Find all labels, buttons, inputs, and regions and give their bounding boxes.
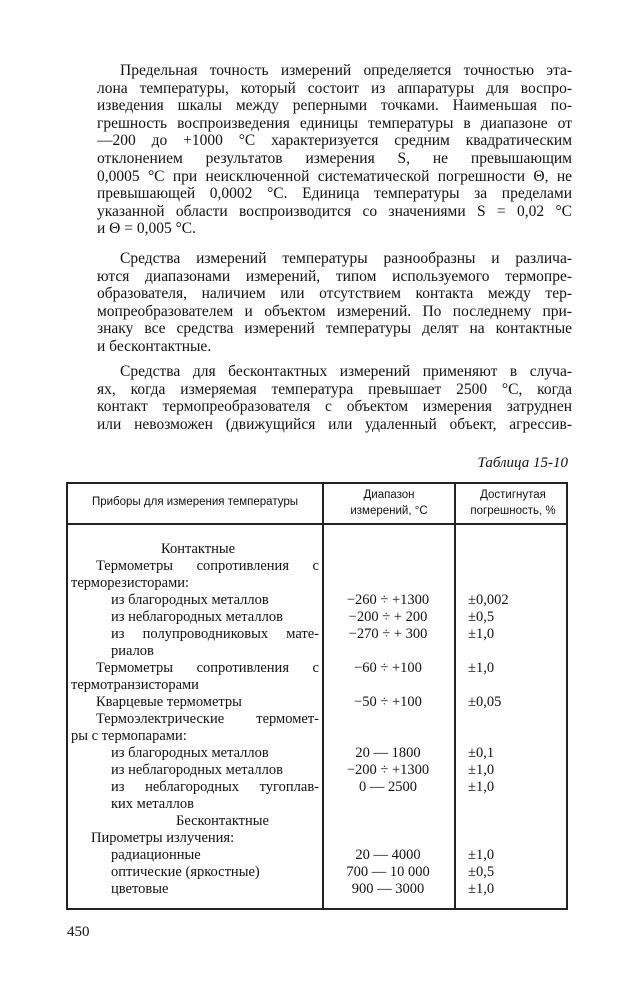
text-line: Средства измерений температуры разнообра… <box>120 250 572 267</box>
text-line: грешность воспроизведения единицы темпер… <box>97 114 572 132</box>
row-instrument: радиационные <box>111 847 201 863</box>
row-range: −200 ÷ +1300 <box>346 762 430 778</box>
header-error: Достигнутая погрешность, % <box>470 489 556 517</box>
row-instrument: риалов <box>111 643 154 659</box>
row-instrument: ких металлов <box>111 796 194 812</box>
text-line: лона температуры, который состоит из апп… <box>97 79 572 97</box>
header-divider <box>68 523 566 525</box>
row-instrument: оптические (яркостные) <box>111 864 260 880</box>
text-line: знаку все средства измерений температуры… <box>97 320 572 338</box>
row-error: ±0,5 <box>468 609 495 625</box>
text-line: и бесконтактные. <box>97 338 212 355</box>
text-line: и Θ = 0,005 °С. <box>97 220 197 238</box>
header-instruments: Приборы для измерения температуры <box>91 496 299 508</box>
row-range: −270 ÷ + 300 <box>348 626 428 642</box>
page-number: 450 <box>67 924 90 940</box>
text-line: изведения шкалы между реперными точками.… <box>97 97 572 115</box>
text-line: указанной области воспроизводится со зна… <box>97 202 572 220</box>
row-range: 0 — 2500 <box>359 779 417 795</box>
row-range: −50 ÷ +100 <box>354 694 422 710</box>
row-instrument: цветовые <box>111 881 169 897</box>
text-line: Средства для бесконтактных измерений при… <box>120 363 572 380</box>
text-line: или невозможен (движущийся или удаленный… <box>97 415 572 433</box>
column-divider <box>322 484 324 908</box>
text-line: мопреобразователем и объектом измерений.… <box>97 302 572 320</box>
row-instrument: Контактные <box>161 541 236 557</box>
row-instrument: терморезисторами: <box>71 575 190 591</box>
row-error: ±1,0 <box>468 626 495 642</box>
text-line: 0,0005 °С при неисключенной систематичес… <box>97 167 572 185</box>
row-instrument: из благородных металлов <box>111 745 269 761</box>
row-error: ±0,002 <box>468 592 509 608</box>
row-instrument: Термоэлектрические термомет- <box>96 711 319 727</box>
row-instrument: из благородных металлов <box>111 592 269 608</box>
row-range: −60 ÷ +100 <box>354 660 422 676</box>
row-range: −200 ÷ + 200 <box>348 609 428 625</box>
text-line: отклонением результатов измерения S, не … <box>97 150 572 167</box>
text-line: ются диапазонами измерений, типом исполь… <box>97 267 572 285</box>
row-instrument: Кварцевые термометры <box>96 694 242 710</box>
row-range: 20 — 1800 <box>355 745 421 761</box>
row-error: ±1,0 <box>468 847 495 863</box>
text-line: превышающей 0,0002 °С. Единица температу… <box>97 185 572 203</box>
row-error: ±1,0 <box>468 762 495 778</box>
row-range: 900 — 3000 <box>351 881 425 897</box>
row-range: 700 — 10 000 <box>346 864 430 880</box>
header-range: Диапазон измерений, °С <box>350 489 428 517</box>
row-instrument: из неблагородных металлов <box>111 762 283 778</box>
row-range: −260 ÷ +1300 <box>346 592 430 608</box>
row-error: ±0,05 <box>468 694 502 710</box>
row-error: ±1,0 <box>468 660 495 676</box>
row-error: ±1,0 <box>468 881 495 897</box>
text-line: образователя, наличием или отсутствием к… <box>97 285 572 303</box>
column-divider <box>454 484 456 908</box>
row-error: ±1,0 <box>468 779 495 795</box>
row-instrument: Бесконтактные <box>176 813 269 829</box>
row-instrument: ры с термопарами: <box>71 728 187 744</box>
table-caption: Таблица 15-10 <box>477 455 568 471</box>
text-line: —200 до +1000 °С характеризуется средним… <box>97 132 572 150</box>
row-error: ±0,1 <box>468 745 495 761</box>
row-instrument: термотранзисторами <box>71 677 199 693</box>
row-range: 20 — 4000 <box>355 847 421 863</box>
row-instrument: Термометры сопротивления с <box>96 660 319 676</box>
row-error: ±0,5 <box>468 864 495 880</box>
row-instrument: из неблагородных тугоплав- <box>111 779 319 795</box>
row-instrument: Пирометры излучения: <box>91 830 235 846</box>
row-instrument: из полупроводниковых мате- <box>111 626 319 642</box>
text-line: контакт термопреобразователя с объектом … <box>97 398 572 416</box>
text-line: Предельная точность измерений определяет… <box>120 62 572 79</box>
text-line: ях, когда измеряемая температура превыша… <box>97 380 572 398</box>
row-instrument: из неблагородных металлов <box>111 609 283 625</box>
instruments-table: Приборы для измерения температуры Диапаз… <box>66 482 568 910</box>
row-instrument: Термометры сопротивления с <box>96 558 319 574</box>
